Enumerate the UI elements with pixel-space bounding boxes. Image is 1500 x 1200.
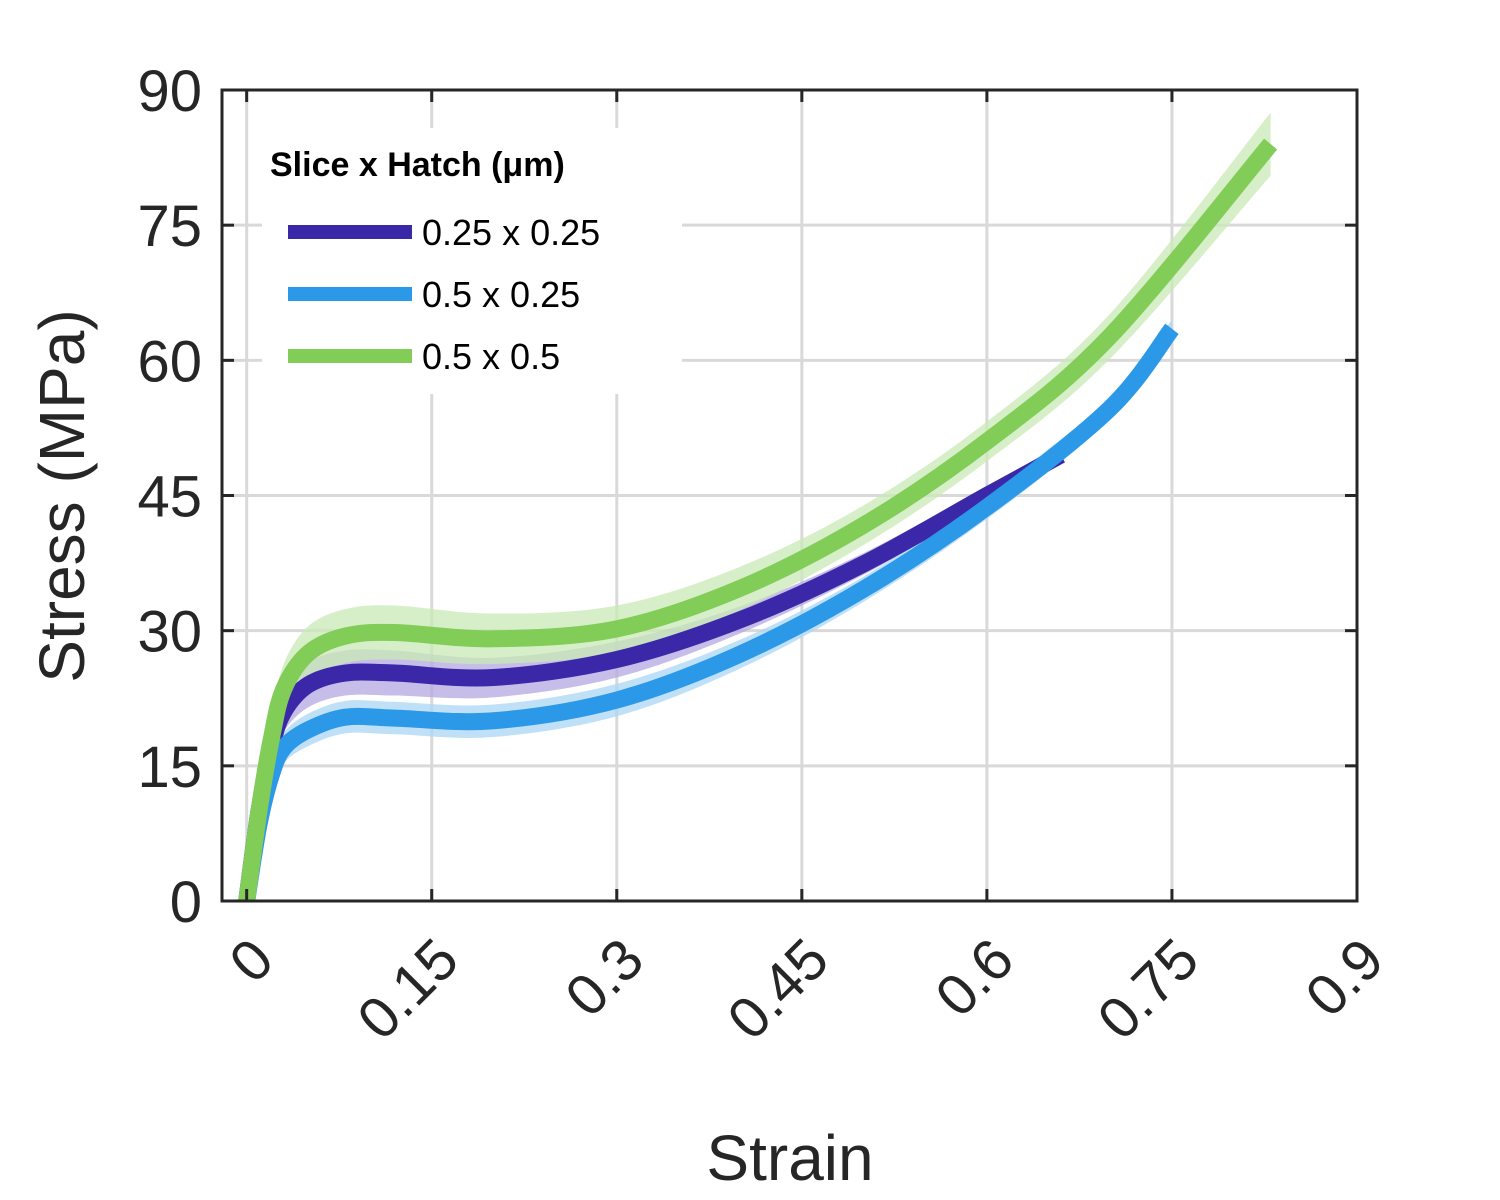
y-tick-label: 60 — [137, 329, 202, 394]
x-tick-label: 0.6 — [923, 926, 1026, 1029]
legend: Slice x Hatch (μm) 0.25 x 0.25 0.5 x 0.25… — [262, 128, 682, 394]
y-tick-label: 15 — [137, 735, 202, 800]
legend-label-3: 0.5 x 0.5 — [422, 336, 560, 377]
x-tick-label: 0.45 — [715, 926, 841, 1052]
x-tick-label: 0.9 — [1293, 926, 1396, 1029]
legend-entries: 0.25 x 0.25 0.5 x 0.25 0.5 x 0.5 — [288, 212, 600, 377]
y-tick-label: 0 — [170, 870, 202, 935]
legend-label-2: 0.5 x 0.25 — [422, 274, 580, 315]
legend-title: Slice x Hatch (μm) — [270, 146, 565, 184]
x-tick-label: 0.15 — [345, 926, 471, 1052]
x-tick-label: 0.3 — [553, 926, 656, 1029]
x-axis-label: Strain — [706, 1122, 873, 1194]
legend-label-1: 0.25 x 0.25 — [422, 212, 600, 253]
series-lines — [238, 138, 1278, 903]
series-line-2 — [238, 323, 1179, 903]
y-tick-label: 75 — [137, 194, 202, 259]
y-axis-label: Stress (MPa) — [26, 309, 98, 682]
series-line-3 — [238, 138, 1278, 903]
y-tick-label: 90 — [137, 59, 202, 124]
y-tick-label: 45 — [137, 465, 202, 530]
x-tick-label: 0.75 — [1085, 926, 1211, 1052]
x-tick-label: 0 — [217, 926, 286, 995]
y-tick-label: 30 — [137, 600, 202, 665]
